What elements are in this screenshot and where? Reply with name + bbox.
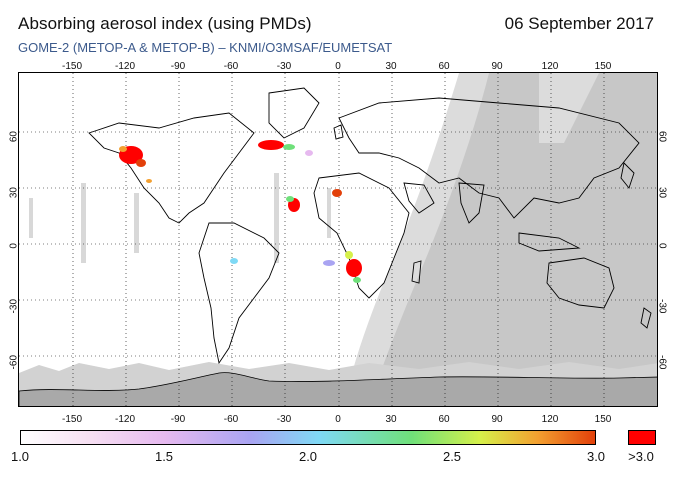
- colorbar-label: 3.0: [586, 449, 606, 464]
- new-zealand-coast: [640, 307, 652, 329]
- colorbar-label: 1.5: [154, 449, 174, 464]
- world-map: [18, 72, 658, 407]
- coastlines: [88, 87, 652, 365]
- date-label: 06 September 2017: [504, 14, 654, 33]
- aerosol-hotspot-north-america: [136, 159, 146, 167]
- aerosol-hotspots: [119, 140, 362, 283]
- lon-tick-top: -120: [114, 61, 136, 72]
- aerosol-hotspot-sahara: [332, 189, 342, 197]
- lon-tick-top: 0: [335, 61, 341, 72]
- arabia-coast: [403, 182, 435, 214]
- aerosol-hotspot-north-america: [119, 146, 127, 152]
- aerosol-hotspot-west-africa: [286, 196, 294, 202]
- colorbar-label: 1.0: [10, 449, 30, 464]
- swath-streak: [81, 183, 86, 263]
- indonesia-coast: [518, 232, 581, 252]
- lon-tick-top: 60: [438, 61, 450, 72]
- swath-gap-region: [539, 73, 599, 143]
- graticule: [19, 73, 657, 406]
- india-coast: [458, 182, 485, 224]
- lon-tick-top: -90: [170, 61, 186, 72]
- swath-gap-region: [344, 73, 489, 406]
- data-source-subtitle: GOME-2 (METOP-A & METOP-B) – KNMI/O3MSAF…: [18, 40, 393, 55]
- south-america-coast: [198, 222, 280, 365]
- uk-coast: [333, 124, 344, 140]
- lat-tick-right: 30: [656, 187, 668, 199]
- japan-coast: [620, 162, 635, 189]
- africa-coast: [313, 172, 410, 299]
- colorbar-overflow-label: >3.0: [628, 449, 654, 464]
- antarctica-land: [19, 372, 657, 406]
- swath-streak: [274, 173, 279, 263]
- colorbar: [20, 430, 596, 445]
- madagascar-coast: [411, 260, 422, 284]
- lon-tick-bottom: 90: [491, 414, 503, 425]
- eurasia-coast: [338, 97, 640, 219]
- night-shade-region: [349, 73, 657, 406]
- lon-tick-top: 150: [594, 61, 612, 72]
- lat-tick-right: -60: [656, 355, 668, 370]
- lat-tick-right: 0: [656, 243, 668, 249]
- aerosol-hotspot-south-america: [230, 258, 238, 264]
- lon-tick-top: -150: [61, 61, 83, 72]
- swath-streak: [134, 193, 139, 253]
- lon-tick-bottom: 60: [438, 414, 450, 425]
- lon-tick-bottom: 0: [335, 414, 341, 425]
- lon-tick-bottom: 120: [541, 414, 559, 425]
- lon-tick-top: 120: [541, 61, 559, 72]
- lon-tick-top: 90: [491, 61, 503, 72]
- north-america-coast: [88, 112, 255, 224]
- lon-tick-top: -60: [223, 61, 239, 72]
- map-title: Absorbing aerosol index (using PMDs): [18, 14, 312, 33]
- lon-tick-bottom: 30: [385, 414, 397, 425]
- lon-tick-bottom: 150: [594, 414, 612, 425]
- swath-streak: [29, 198, 33, 238]
- lon-tick-bottom: -150: [61, 414, 83, 425]
- aerosol-hotspot-southern-africa: [353, 277, 361, 283]
- lon-tick-bottom: -120: [114, 414, 136, 425]
- world-map-canvas: [19, 73, 657, 406]
- aerosol-hotspot-southern-africa: [345, 251, 353, 259]
- aerosol-hotspot-atlantic: [258, 140, 284, 150]
- lon-tick-top: -30: [276, 61, 292, 72]
- aerosol-hotspot-southern-africa: [346, 259, 362, 277]
- aerosol-trace: [146, 179, 152, 183]
- colorbar-label: 2.5: [442, 449, 462, 464]
- aerosol-hotspot-atlantic: [283, 144, 295, 150]
- australia-coast: [546, 257, 615, 309]
- lon-tick-top: 30: [385, 61, 397, 72]
- lat-tick-right: -30: [656, 299, 668, 314]
- aerosol-trace: [305, 150, 313, 156]
- lon-tick-bottom: -60: [223, 414, 239, 425]
- aerosol-hotspot-atlantic-south: [323, 260, 335, 266]
- greenland-coast: [268, 87, 320, 139]
- colorbar-label: 2.0: [298, 449, 318, 464]
- colorbar-overflow-swatch: [628, 430, 656, 445]
- lon-tick-bottom: -30: [276, 414, 292, 425]
- swath-streak: [327, 188, 331, 238]
- lon-tick-bottom: -90: [170, 414, 186, 425]
- lat-tick-right: 60: [656, 131, 668, 143]
